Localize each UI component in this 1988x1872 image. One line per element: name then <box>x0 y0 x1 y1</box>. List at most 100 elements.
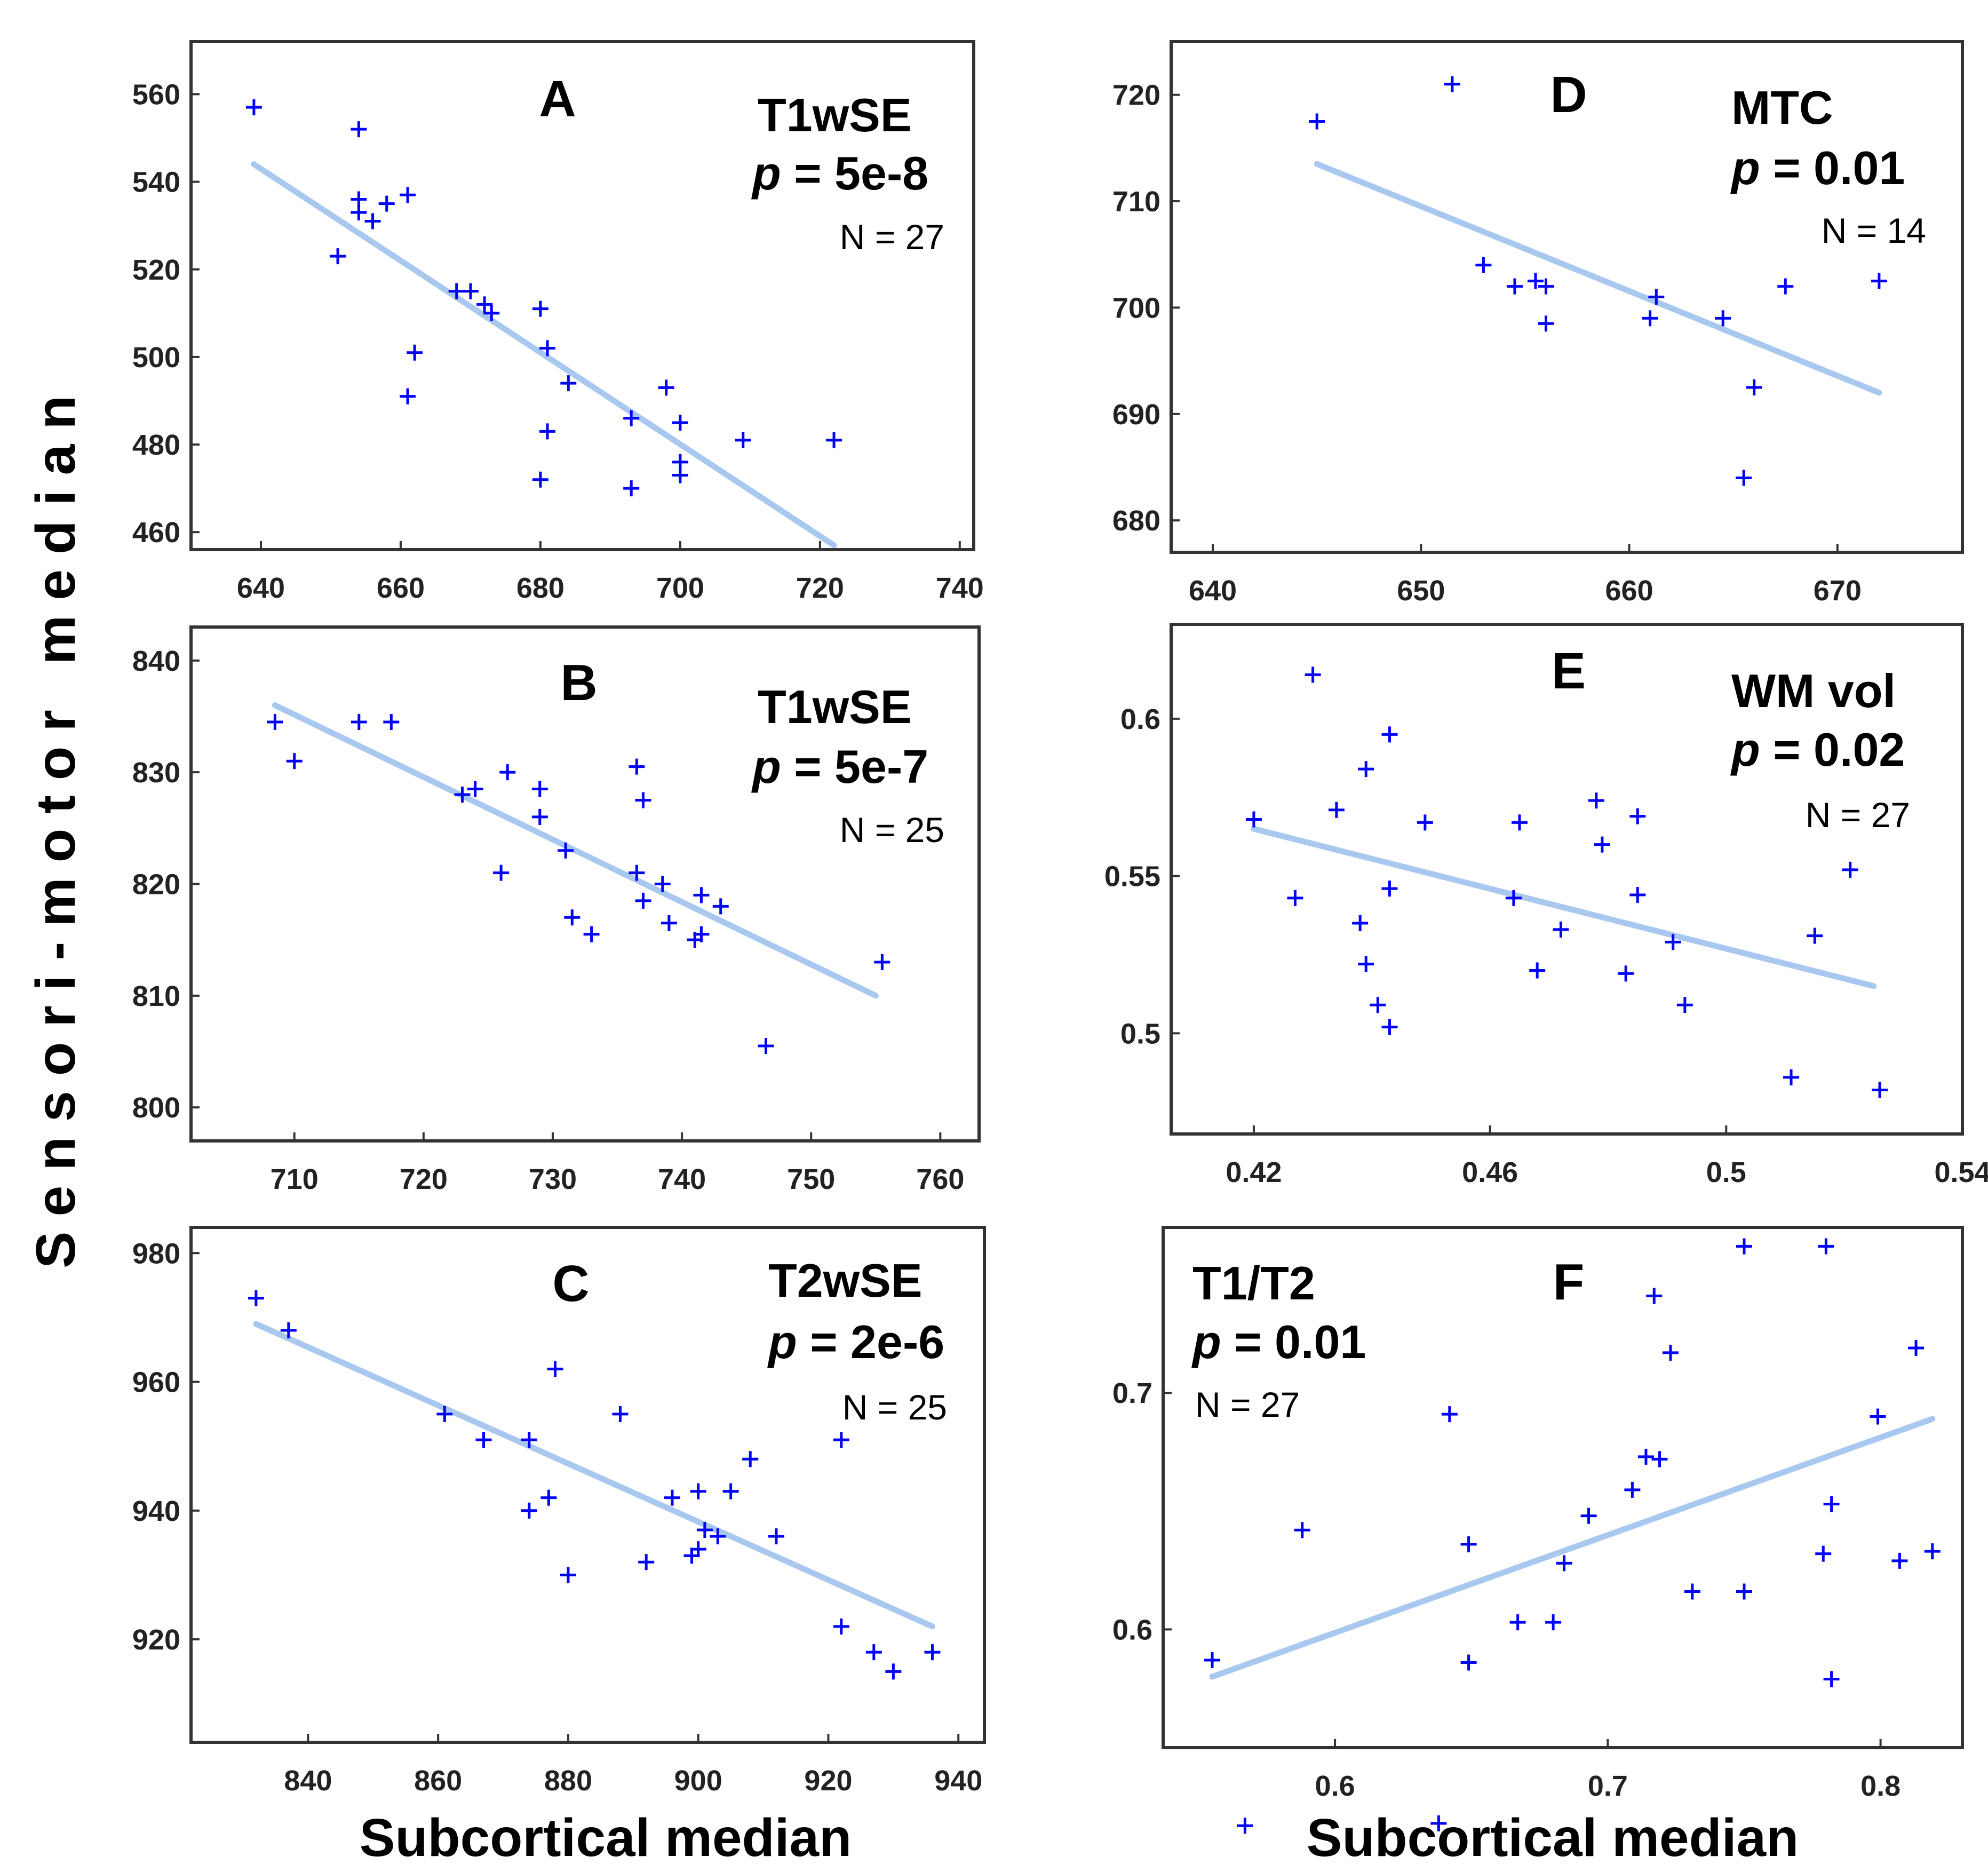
data-point <box>1529 962 1546 979</box>
y-tick-label: 720 <box>1112 80 1160 112</box>
data-point <box>1370 997 1386 1013</box>
data-point <box>1815 1545 1832 1562</box>
data-point <box>1358 956 1374 972</box>
data-point <box>1736 1238 1752 1255</box>
p-symbol: p <box>1730 141 1760 194</box>
data-point <box>1823 1496 1840 1512</box>
panel-f: 0.6 0.7 0.8 0.6 0.7 F T1/T2p = 0.01 N = 27 <box>1112 1226 1964 1834</box>
data-point <box>1358 761 1374 778</box>
data-point <box>1237 1818 1253 1834</box>
data-point <box>462 283 479 299</box>
data-point <box>539 340 556 356</box>
data-point <box>710 1528 726 1544</box>
data-point <box>1736 1583 1752 1600</box>
x-tick-label: 0.7 <box>1588 1770 1628 1802</box>
panel-c-n-label: N = 25 <box>842 1387 947 1427</box>
data-point <box>1294 1522 1310 1538</box>
panel-f-frame <box>1162 1226 1964 1749</box>
x-tick-label: 750 <box>787 1163 835 1195</box>
data-point <box>661 915 677 931</box>
y-tick-label: 460 <box>132 517 180 549</box>
data-point <box>690 1483 706 1500</box>
data-point <box>351 204 367 221</box>
data-point <box>1870 1408 1886 1425</box>
y-tick-label: 0.7 <box>1112 1377 1152 1409</box>
y-tick-label: 0.6 <box>1112 1614 1152 1646</box>
data-point <box>1381 726 1398 743</box>
data-point <box>623 480 640 497</box>
data-point <box>400 388 416 404</box>
panel-d-n-label: N = 14 <box>1822 211 1926 250</box>
data-point <box>493 864 510 881</box>
data-point <box>476 296 493 313</box>
p-symbol: p <box>751 740 781 793</box>
panel-d-fit-line <box>1314 161 1882 396</box>
data-point <box>1475 257 1492 273</box>
x-axis-label-left: Subcortical median <box>360 1808 852 1868</box>
data-point <box>564 909 581 926</box>
data-point <box>874 954 890 971</box>
y-tick-label: 0.55 <box>1104 861 1160 893</box>
x-tick-label: 720 <box>796 572 844 604</box>
y-tick-label: 500 <box>132 342 180 374</box>
data-point <box>1736 470 1752 486</box>
panel-f-n-label: N = 27 <box>1195 1385 1300 1424</box>
data-point <box>1872 1082 1888 1098</box>
data-point <box>1328 802 1345 818</box>
panel-f-modality-label: T1/T2 <box>1192 1257 1315 1310</box>
data-point <box>1538 315 1554 332</box>
data-point <box>383 713 400 730</box>
data-point <box>558 842 574 859</box>
data-point <box>1527 273 1544 289</box>
data-point <box>1417 814 1433 831</box>
data-point <box>758 1038 774 1054</box>
data-point <box>1381 1019 1398 1035</box>
data-point <box>1444 76 1460 92</box>
data-point <box>696 1521 713 1538</box>
panel-a-n-label: N = 27 <box>840 217 944 257</box>
x-axis-label-right: Subcortical median <box>1307 1808 1799 1868</box>
x-tick-label: 860 <box>414 1765 462 1797</box>
panel-c-frame <box>189 1226 986 1744</box>
x-tick-label: 740 <box>936 572 984 604</box>
data-point <box>532 300 548 317</box>
p-symbol: p <box>1730 723 1760 776</box>
data-point <box>742 1451 759 1468</box>
data-point <box>1648 289 1665 305</box>
data-point <box>1818 1238 1834 1255</box>
panel-b-p-value: p = 5e-7 <box>751 740 928 793</box>
y-tick-label: 540 <box>132 166 180 199</box>
p-value-text: = 0.02 <box>1760 723 1905 776</box>
x-tick-label: 660 <box>377 572 425 604</box>
y-tick-label: 560 <box>132 78 180 110</box>
data-point <box>1511 814 1528 831</box>
data-point <box>1309 113 1325 130</box>
data-point <box>1665 934 1681 950</box>
data-point <box>1842 861 1858 878</box>
data-point <box>735 432 751 448</box>
p-symbol: p <box>767 1315 797 1368</box>
data-point <box>1381 881 1398 897</box>
data-point <box>521 1502 537 1519</box>
data-point <box>560 375 577 392</box>
data-point <box>1715 310 1731 327</box>
data-point <box>690 1541 706 1558</box>
panel-a-fit-line <box>251 161 837 549</box>
data-point <box>623 410 640 426</box>
x-tick-label: 900 <box>674 1765 722 1797</box>
x-tick-label: 840 <box>284 1765 332 1797</box>
data-point <box>1891 1552 1908 1569</box>
panel-e-letter: E <box>1552 642 1586 700</box>
data-point <box>924 1644 941 1661</box>
panel-c-p-value: p = 2e-6 <box>767 1315 944 1368</box>
data-point <box>1553 921 1569 938</box>
data-point <box>1594 836 1610 853</box>
panel-d-modality-label: MTC <box>1731 81 1833 134</box>
panel-b-fit-line <box>272 702 879 999</box>
x-tick-label: 710 <box>271 1163 319 1195</box>
y-tick-label: 480 <box>132 429 180 461</box>
panel-c-modality-label: T2wSE <box>768 1254 923 1307</box>
y-tick-label: 690 <box>1112 399 1160 431</box>
y-tick-label: 830 <box>132 757 180 789</box>
x-tick-label: 730 <box>529 1163 577 1195</box>
